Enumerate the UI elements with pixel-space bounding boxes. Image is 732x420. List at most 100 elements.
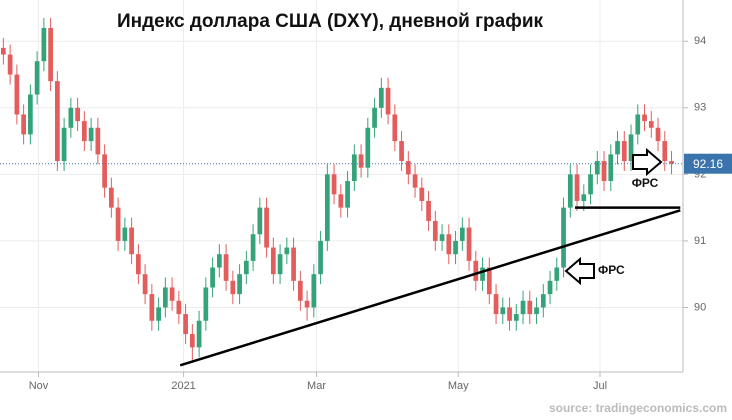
candle-body — [28, 94, 33, 135]
candle-body — [108, 187, 114, 208]
candle-body — [55, 81, 60, 162]
candle-body — [257, 207, 263, 235]
arrow — [632, 147, 663, 177]
candle-body — [75, 107, 80, 122]
candle-body — [149, 294, 155, 321]
candle-body — [189, 334, 195, 348]
candle-body — [277, 254, 283, 275]
last-price-box — [684, 153, 732, 174]
candle-body — [318, 240, 323, 275]
candle-body — [135, 254, 141, 275]
candle-body — [459, 227, 465, 241]
candle-body — [507, 307, 512, 321]
candle-body — [156, 307, 161, 321]
candle-body — [608, 154, 614, 182]
source: source: tradingeconomics.com — [549, 401, 727, 415]
candle-body — [432, 220, 438, 241]
candle-body — [176, 300, 182, 315]
candle-body — [68, 107, 74, 128]
candle-body — [297, 280, 303, 301]
candle-body — [142, 274, 148, 295]
candle-body — [588, 174, 593, 195]
candle-body — [304, 300, 310, 308]
candle-body — [500, 307, 506, 315]
candle-body — [372, 107, 377, 128]
candle-body — [534, 307, 539, 315]
x-tick-label: 2021 — [171, 380, 195, 392]
candle-body — [284, 247, 290, 255]
candle-body — [21, 114, 26, 135]
candle-body — [183, 314, 188, 335]
candle-body — [385, 87, 391, 115]
candle-body — [594, 161, 600, 175]
candle-body — [102, 154, 107, 188]
x-tick-label: Nov — [29, 380, 49, 392]
candle-body — [392, 114, 398, 142]
trendline — [179, 209, 681, 367]
candle-body — [250, 234, 256, 261]
candle-body — [365, 127, 371, 168]
y-tick-label: 91 — [694, 235, 706, 247]
candle-body — [270, 247, 276, 275]
candle-body — [615, 141, 620, 155]
candle-body — [216, 254, 222, 268]
candle-body — [426, 200, 431, 221]
candle-body — [446, 234, 452, 255]
candle-body — [243, 260, 249, 275]
candle-body — [291, 247, 296, 281]
candle-body — [399, 141, 404, 162]
candle-body — [14, 74, 20, 115]
candle-body — [203, 287, 209, 321]
candle-body — [642, 114, 647, 122]
candle-body — [162, 287, 168, 308]
chart-title: Индекс доллара США (DXY), дневной график — [117, 11, 544, 32]
x-tick-label: Jul — [593, 380, 607, 392]
candle-body — [41, 27, 47, 62]
candle-body — [405, 161, 411, 175]
candle-body — [527, 300, 533, 315]
candle-body — [480, 267, 485, 281]
arrow — [564, 256, 595, 286]
candle-body — [351, 154, 357, 182]
candle-body — [547, 280, 553, 295]
candle-body — [115, 207, 121, 241]
candle-body — [378, 87, 384, 108]
annotation: ФРС — [598, 263, 625, 277]
candle-body — [574, 174, 580, 201]
candle-body — [493, 294, 499, 315]
candle-body — [662, 141, 668, 162]
candle-body — [345, 181, 350, 208]
candle-body — [7, 54, 13, 75]
y-tick-label: 94 — [694, 35, 706, 47]
candle-body — [264, 207, 269, 248]
y-tick-label: 93 — [694, 102, 706, 114]
candle-body — [88, 127, 94, 142]
candle-body — [669, 161, 674, 164]
candle-body — [635, 114, 641, 135]
candle-body — [419, 187, 425, 201]
candle-body — [567, 174, 573, 208]
candle-body — [554, 267, 560, 281]
annotation: ФРС — [632, 176, 659, 190]
candle-body — [82, 121, 87, 142]
candle-body — [48, 27, 53, 82]
candle-body — [648, 121, 654, 128]
candle-body — [223, 254, 229, 281]
candle-body — [1, 47, 6, 55]
candle-body — [520, 300, 526, 315]
candle-body — [581, 194, 587, 201]
candle-body — [324, 174, 330, 241]
candles — [1, 17, 674, 361]
candle-body — [210, 267, 215, 288]
candle-body — [655, 127, 661, 142]
candle-body — [237, 274, 242, 295]
candle-body — [61, 127, 67, 162]
y-tick-label: 90 — [694, 301, 706, 313]
candle-body — [169, 287, 175, 301]
candle-body — [95, 127, 101, 155]
candle-body — [34, 61, 40, 95]
candle-body — [628, 134, 634, 162]
